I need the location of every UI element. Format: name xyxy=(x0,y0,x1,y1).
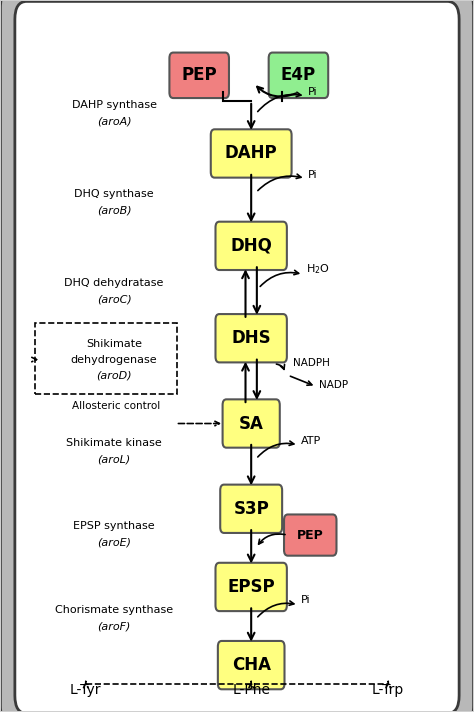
Text: Pi: Pi xyxy=(301,595,310,605)
FancyBboxPatch shape xyxy=(216,314,287,362)
Text: Shikimate kinase: Shikimate kinase xyxy=(66,438,162,448)
Text: CHA: CHA xyxy=(232,656,271,674)
FancyBboxPatch shape xyxy=(284,515,337,555)
Text: L-Trp: L-Trp xyxy=(372,683,404,697)
Text: DHQ synthase: DHQ synthase xyxy=(74,189,154,199)
Text: (aroL): (aroL) xyxy=(98,454,131,464)
Text: DAHP synthase: DAHP synthase xyxy=(72,100,156,110)
Text: DHQ: DHQ xyxy=(230,237,272,255)
Text: PEP: PEP xyxy=(297,528,324,542)
FancyBboxPatch shape xyxy=(216,562,287,611)
Text: L-Tyr: L-Tyr xyxy=(70,683,101,697)
Text: (aroD): (aroD) xyxy=(96,370,132,380)
Text: NADP: NADP xyxy=(319,380,347,390)
Text: (aroE): (aroE) xyxy=(97,537,131,548)
Text: dehydrogenase: dehydrogenase xyxy=(71,355,157,365)
Text: (aroC): (aroC) xyxy=(97,294,131,304)
Text: Pi: Pi xyxy=(308,169,318,180)
Text: DAHP: DAHP xyxy=(225,145,277,162)
Text: Chorismate synthase: Chorismate synthase xyxy=(55,604,173,614)
Text: Pi: Pi xyxy=(308,88,318,98)
FancyBboxPatch shape xyxy=(216,221,287,270)
Text: DHQ dehydratase: DHQ dehydratase xyxy=(64,278,164,288)
Text: ATP: ATP xyxy=(301,436,321,446)
Text: Shikimate: Shikimate xyxy=(86,339,142,349)
Text: (aroB): (aroB) xyxy=(97,205,131,215)
Text: S3P: S3P xyxy=(233,500,269,518)
Text: E4P: E4P xyxy=(281,66,316,84)
FancyBboxPatch shape xyxy=(15,1,459,712)
Text: NADPH: NADPH xyxy=(292,358,329,368)
Text: (aroF): (aroF) xyxy=(98,621,131,631)
Text: L-Phe: L-Phe xyxy=(232,683,270,697)
Text: EPSP synthase: EPSP synthase xyxy=(73,521,155,531)
FancyBboxPatch shape xyxy=(169,53,229,98)
FancyBboxPatch shape xyxy=(220,485,282,533)
Text: (aroA): (aroA) xyxy=(97,117,131,127)
FancyBboxPatch shape xyxy=(223,399,280,448)
Text: EPSP: EPSP xyxy=(228,578,275,596)
Text: H$_2$O: H$_2$O xyxy=(306,263,329,276)
FancyBboxPatch shape xyxy=(218,641,284,689)
Text: PEP: PEP xyxy=(182,66,217,84)
Text: Allosteric control: Allosteric control xyxy=(73,401,161,411)
Text: DHS: DHS xyxy=(231,329,271,347)
FancyBboxPatch shape xyxy=(211,130,292,177)
Text: SA: SA xyxy=(239,414,264,432)
FancyBboxPatch shape xyxy=(269,53,328,98)
